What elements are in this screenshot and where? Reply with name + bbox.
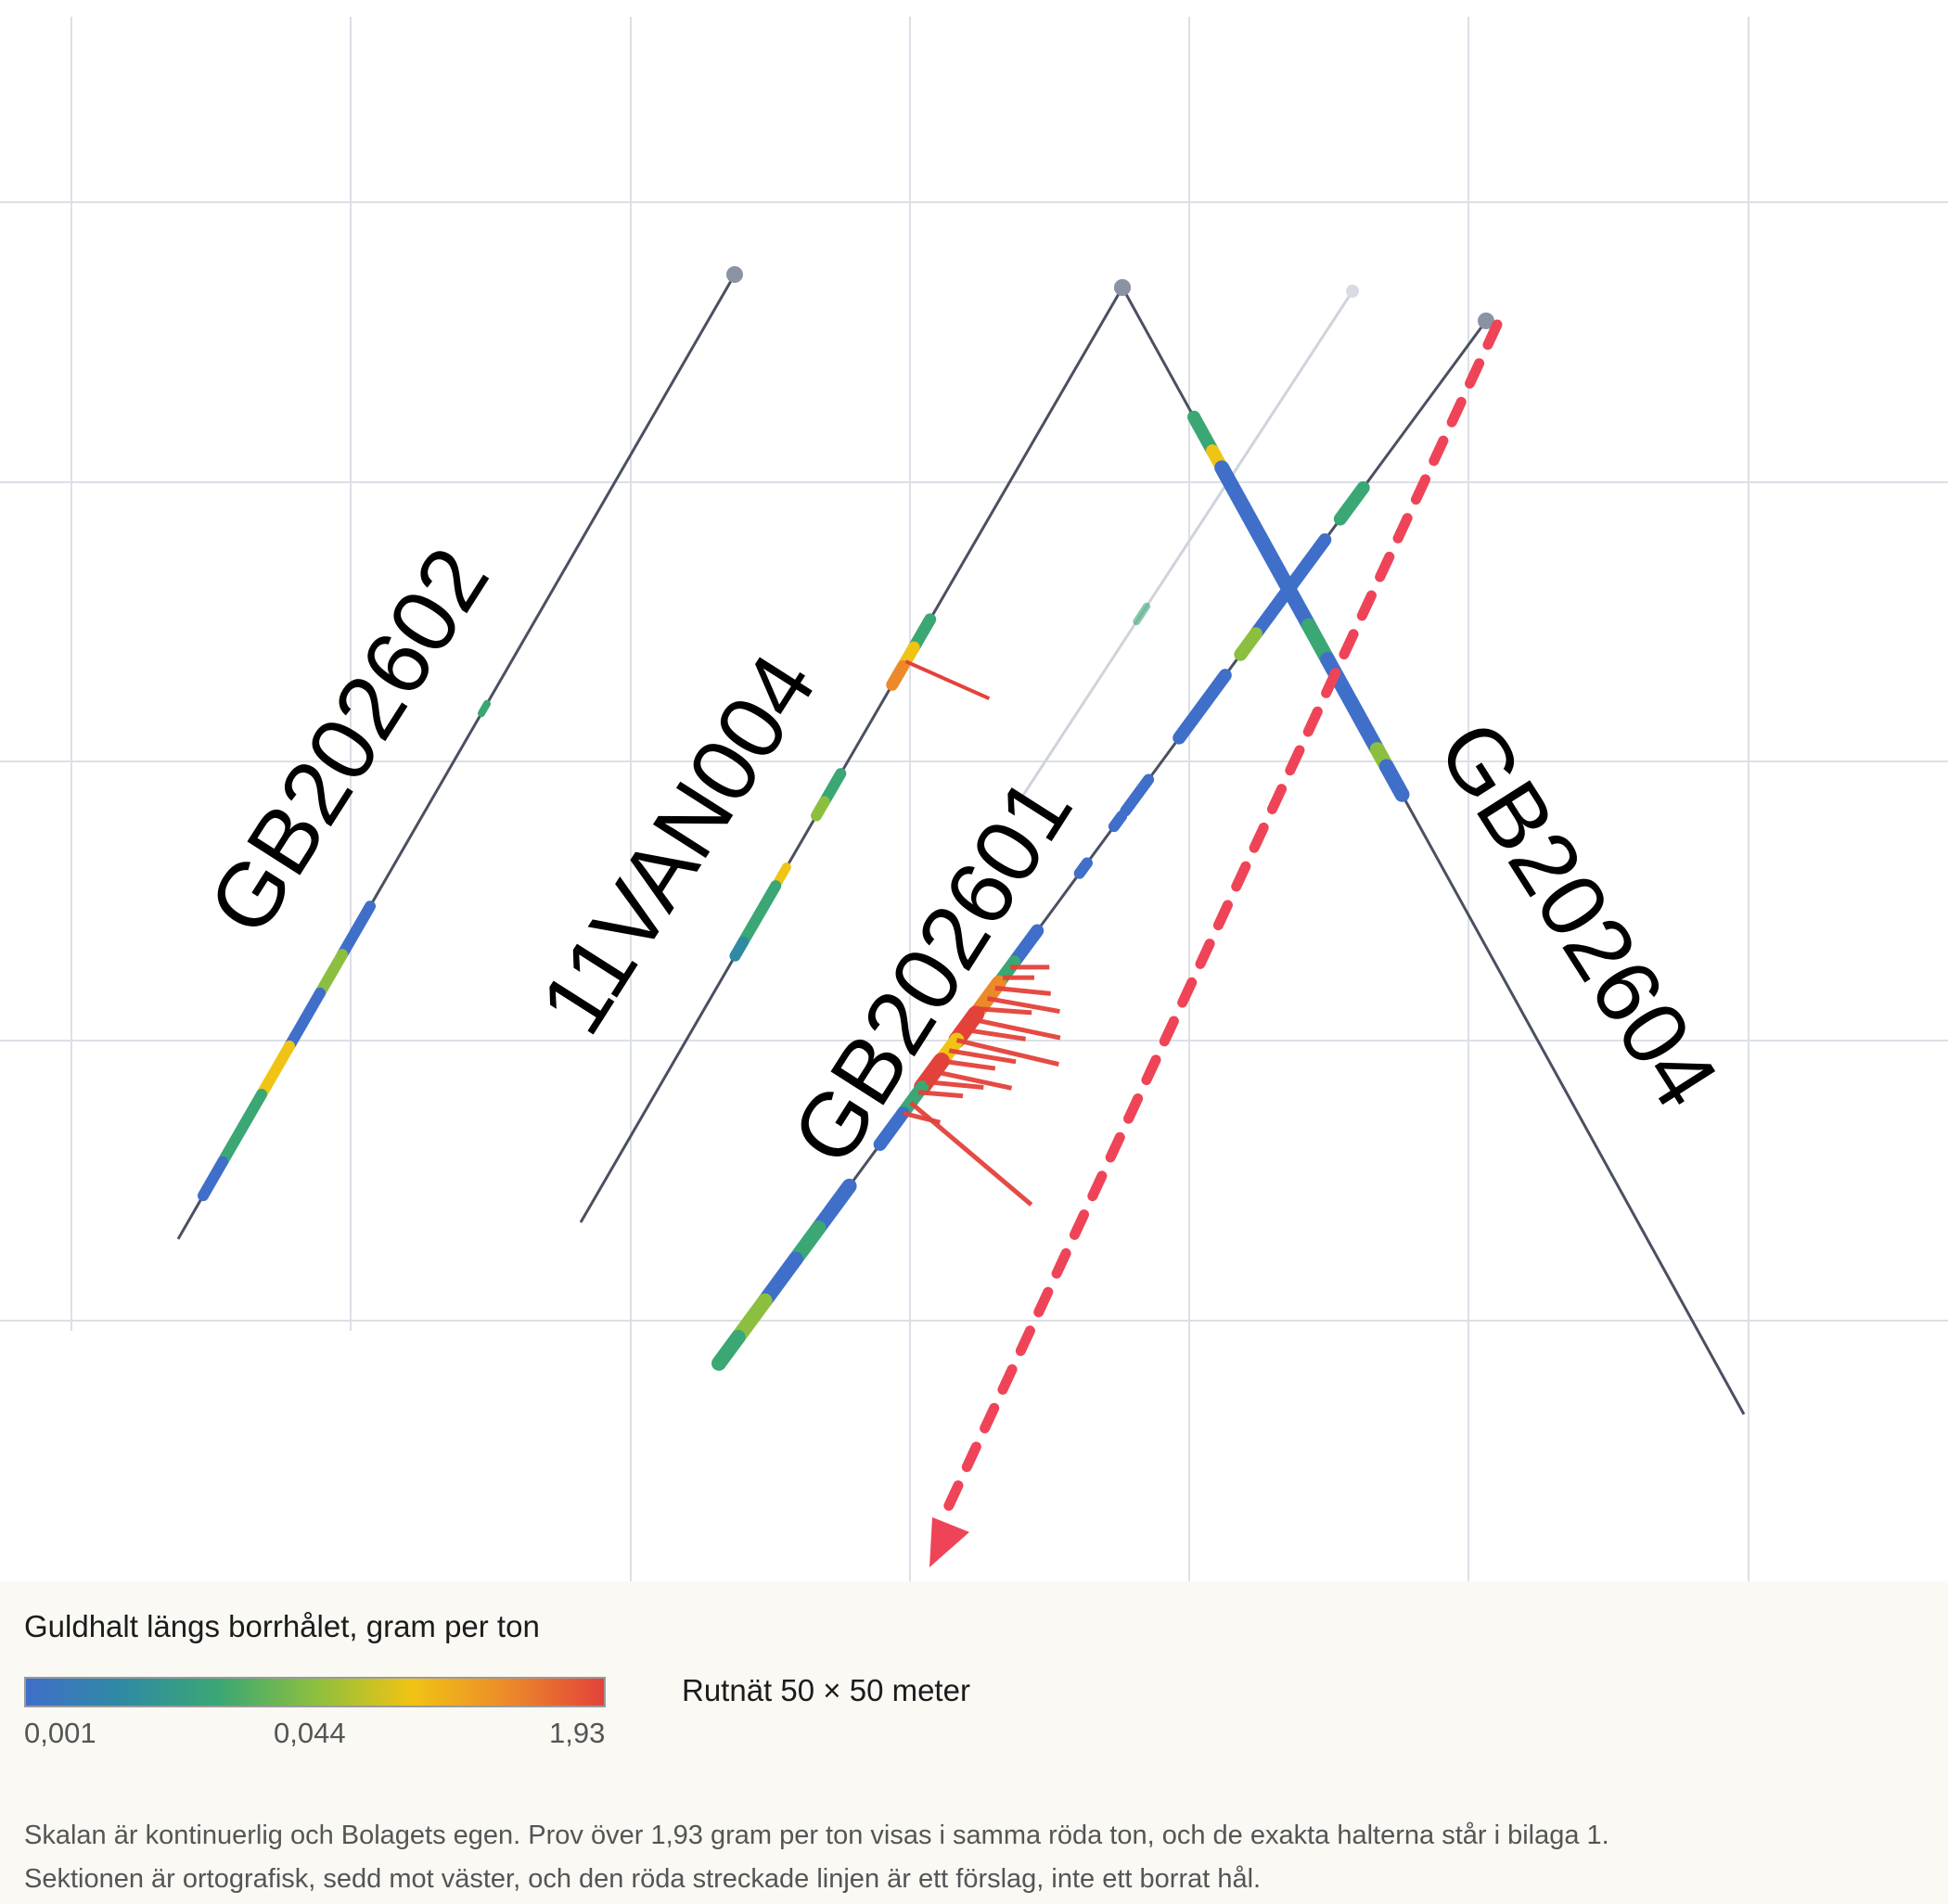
scale-tick-mid: 0,044 bbox=[274, 1717, 346, 1749]
grade-spike bbox=[980, 1006, 1032, 1016]
assay-interval bbox=[256, 1041, 295, 1100]
assay-interval bbox=[217, 1089, 267, 1168]
assay-interval bbox=[757, 1251, 803, 1309]
legend-title: Guldhalt längs borrhålet, gram per ton bbox=[24, 1609, 540, 1643]
grade-histograms bbox=[902, 659, 1061, 1207]
assay-interval bbox=[711, 1329, 746, 1371]
assay-interval bbox=[873, 1106, 910, 1151]
assay-interval bbox=[478, 699, 491, 718]
grade-spike bbox=[964, 1027, 1027, 1041]
grade-spike bbox=[948, 1048, 1017, 1065]
section-view: GB202602 11VAN004 GB202601 GB202604 bbox=[0, 17, 1948, 1581]
footnote: Skalan är kontinuerlig och Bolagets egen… bbox=[24, 1821, 1609, 1894]
grade-spike bbox=[904, 659, 991, 701]
grade-spike bbox=[971, 1016, 1061, 1041]
assay-interval bbox=[1133, 602, 1151, 626]
grade-spike bbox=[933, 1068, 1013, 1091]
assay-interval bbox=[1333, 480, 1370, 526]
hole-label-gb202602: GB202602 bbox=[188, 530, 508, 952]
assay-interval bbox=[811, 796, 830, 822]
grade-spike bbox=[994, 985, 1051, 996]
drill-trace-faint bbox=[1019, 290, 1354, 800]
drill-trace-11van004 bbox=[579, 287, 1124, 1223]
assay-interval bbox=[730, 1293, 773, 1345]
assay-interval bbox=[886, 659, 909, 691]
grade-spike bbox=[955, 1038, 1059, 1067]
assay-interval bbox=[337, 901, 376, 961]
scale-tick-min: 0,001 bbox=[24, 1717, 96, 1749]
grade-spike bbox=[987, 996, 1060, 1015]
assay-interval bbox=[284, 987, 326, 1052]
assay-interval bbox=[1378, 759, 1410, 802]
assay-interval bbox=[1073, 857, 1093, 879]
legend: Guldhalt längs borrhålet, gram per ton 0… bbox=[0, 1581, 1948, 1904]
assay-interval bbox=[314, 949, 348, 999]
hole-label-11van004: 11VAN004 bbox=[519, 636, 835, 1051]
collar-marker bbox=[726, 266, 743, 283]
scale-tick-max: 1,93 bbox=[549, 1717, 606, 1749]
assay-interval bbox=[198, 1156, 228, 1202]
assay-interval bbox=[811, 1178, 857, 1235]
grade-spike bbox=[926, 1080, 984, 1091]
assay-interval bbox=[1120, 773, 1155, 817]
assay-intervals bbox=[198, 410, 1410, 1371]
collar-marker bbox=[1478, 313, 1494, 329]
assay-interval bbox=[737, 880, 782, 948]
proposed-hole-line bbox=[939, 319, 1503, 1521]
assay-interval bbox=[1234, 627, 1262, 661]
assay-interval bbox=[1173, 669, 1232, 745]
grid bbox=[0, 17, 1948, 1581]
grade-spike bbox=[917, 1090, 964, 1099]
proposed-hole-arrowhead bbox=[929, 1517, 969, 1567]
collar-marker bbox=[1346, 285, 1359, 298]
grid-size-note: Rutnät 50 × 50 meter bbox=[682, 1673, 970, 1707]
proposed-hole bbox=[929, 319, 1503, 1567]
grade-spike bbox=[941, 1058, 996, 1071]
assay-interval bbox=[729, 936, 750, 962]
color-scale-bar bbox=[24, 1677, 606, 1707]
assay-interval bbox=[1214, 460, 1316, 633]
assay-interval bbox=[1108, 810, 1128, 833]
grade-spike bbox=[902, 1110, 942, 1125]
collar-marker bbox=[1114, 279, 1131, 296]
